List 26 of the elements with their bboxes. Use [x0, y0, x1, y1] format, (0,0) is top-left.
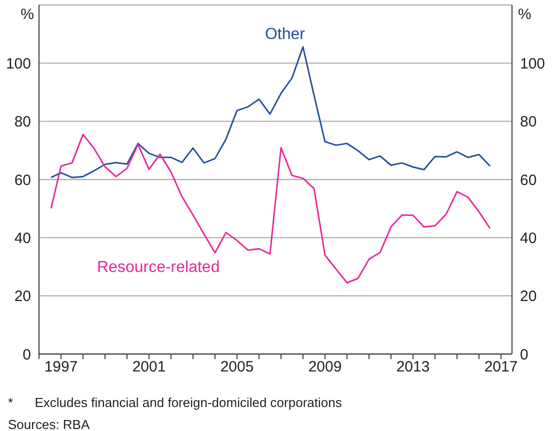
y2-tick-label: 80 [520, 114, 537, 131]
x-tick-label: 1997 [44, 358, 78, 376]
x-tick-label: 2013 [396, 358, 430, 376]
x-tick-label: 2001 [132, 358, 166, 376]
y2-tick-label: 20 [520, 288, 537, 306]
y-tick-label: 40 [14, 230, 31, 247]
source-note: Sources: RBA [8, 416, 91, 431]
x-tick-label: 2009 [308, 358, 342, 376]
series-label: Resource-related [97, 259, 220, 276]
y-tick-label: 100 [6, 55, 31, 72]
x-tick-label: 2017 [484, 358, 518, 376]
line-series [50, 46, 491, 178]
text: * Excludes financial and foreign-domiciled corporations [8, 394, 342, 412]
y-tick-label: 60 [14, 172, 31, 189]
line-series [50, 134, 491, 284]
y2-tick-label: 40 [520, 230, 537, 247]
y-tick-label: 80 [14, 114, 31, 131]
x-tick-label: 2005 [220, 358, 254, 376]
y2-tick-label: 0 [520, 346, 528, 364]
y-tick-label: 0 [22, 346, 31, 364]
y-axis-title: % [20, 6, 34, 23]
series-label: Other [264, 26, 306, 43]
y2-tick-label: 100 [520, 55, 546, 72]
y-tick-label: 20 [14, 288, 31, 306]
y2-axis-title: % [518, 6, 532, 23]
y2-tick-label: 60 [520, 172, 537, 189]
